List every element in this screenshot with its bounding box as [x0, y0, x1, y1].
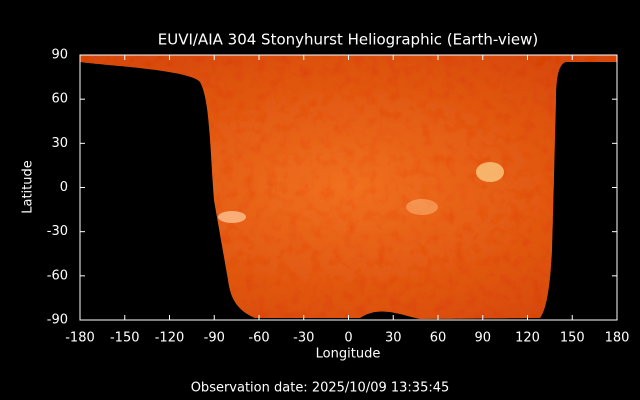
x-tick-label: 120 — [515, 331, 540, 346]
x-tick-label: -180 — [65, 331, 95, 346]
x-tick-label: 30 — [385, 331, 402, 346]
x-tick-label: -30 — [293, 331, 314, 346]
chart-title: EUVI/AIA 304 Stonyhurst Heliographic (Ea… — [158, 31, 539, 49]
y-axis-label: Latitude — [21, 160, 36, 214]
bright-region — [218, 211, 246, 223]
x-tick-label: 180 — [605, 331, 630, 346]
y-tick-label: -30 — [47, 224, 68, 239]
x-tick-label: -90 — [204, 331, 225, 346]
y-tick-label: -60 — [47, 268, 68, 283]
x-tick-label: -60 — [248, 331, 269, 346]
y-tick-label: 60 — [51, 92, 68, 107]
x-tick-label: 150 — [560, 331, 585, 346]
bright-region — [406, 199, 438, 215]
x-axis-label: Longitude — [316, 347, 381, 362]
y-tick-label: 30 — [51, 136, 68, 151]
x-tick-label: 60 — [430, 331, 447, 346]
x-tick-label: -150 — [110, 331, 140, 346]
y-tick-label: 0 — [60, 180, 68, 195]
x-tick-label: 90 — [474, 331, 491, 346]
bright-region — [476, 162, 504, 182]
x-tick-label: -120 — [155, 331, 185, 346]
x-tick-label: 0 — [344, 331, 352, 346]
y-tick-label: -90 — [47, 313, 68, 328]
solar-map — [80, 55, 617, 319]
y-tick-label: 90 — [51, 48, 68, 63]
footer: Observation date: 2025/10/09 13:35:45 — [191, 381, 450, 396]
